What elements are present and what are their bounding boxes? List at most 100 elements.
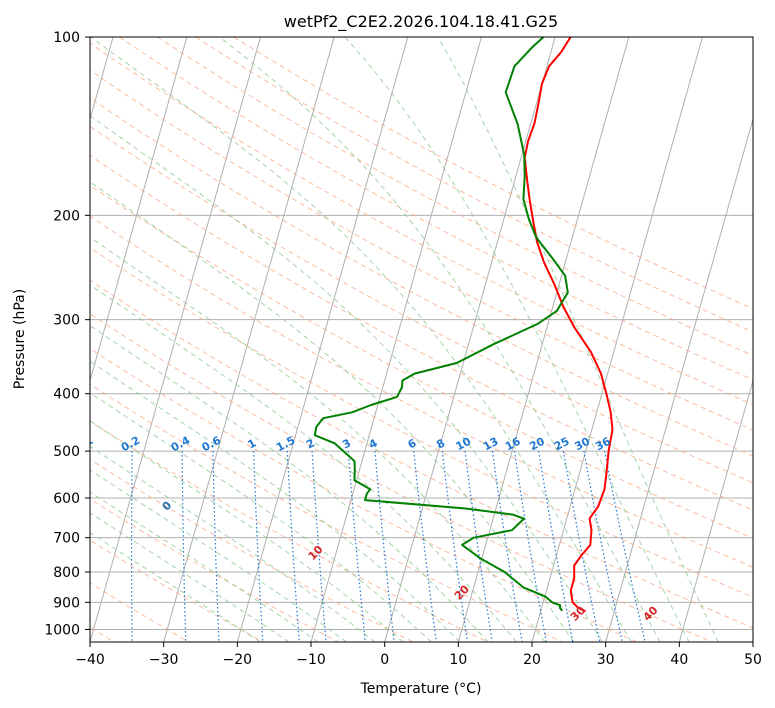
mixing-ratio-line [181, 451, 187, 642]
x-tick-label: 30 [597, 652, 615, 668]
mixing-ratio-line [253, 451, 264, 642]
x-tick-label: −20 [223, 652, 253, 668]
dry-adiabat-label: 10 [306, 543, 326, 563]
mixing-ratio-line [286, 451, 300, 642]
profile-lines [313, 37, 614, 613]
moist-adiabat-line [90, 181, 575, 642]
dry-adiabat-line [90, 184, 753, 539]
dry-adiabat-label: 40 [641, 603, 661, 623]
moist-adiabat-line [90, 236, 546, 642]
mixing-ratio-line [212, 451, 220, 642]
moist-adiabat-line [90, 325, 489, 642]
y-tick-label: 200 [53, 208, 80, 224]
mixing-ratio-label: 0.1 [72, 434, 95, 455]
mixing-ratio-label: 16 [503, 435, 523, 454]
moist-adiabat-line [90, 392, 432, 642]
isotherm-line [531, 37, 703, 642]
dry-adiabat-line [90, 539, 264, 642]
isotherm-line [236, 37, 409, 642]
mixing-ratio-line [347, 451, 366, 642]
mixing-ratio-label: 6 [406, 436, 419, 451]
dry-adiabat-line [90, 69, 753, 431]
dry-adiabat-line [195, 37, 753, 333]
x-tick-label: 50 [744, 652, 762, 668]
dry-adiabat-line [233, 37, 753, 310]
mixing-ratio-line [491, 451, 523, 642]
moist-adiabat-line [219, 37, 661, 642]
dry-adiabat-line [119, 37, 753, 381]
x-tick-label: 10 [449, 652, 467, 668]
isotherm-line [90, 37, 261, 642]
mixing-ratio-line [131, 451, 133, 642]
dewpoint-profile-line [313, 37, 569, 612]
y-tick-label: 300 [53, 313, 80, 329]
dry-adiabat-line [157, 37, 753, 357]
y-tick-label: 1000 [44, 622, 80, 638]
isotherm-line [752, 640, 753, 642]
line-labels: 0.10.20.40.611.52346810131620253036−100−… [1, 434, 661, 624]
dry-adiabat-line [90, 458, 414, 642]
dry-adiabat-line [90, 582, 190, 642]
plot-frame [89, 36, 754, 643]
isotherm-line [163, 37, 335, 642]
dry-adiabat-label: 30 [568, 603, 588, 623]
dry-adiabat-line [90, 279, 753, 629]
mixing-ratio-line [464, 451, 493, 642]
isotherm-line [90, 37, 188, 383]
dry-adiabat-line [90, 215, 753, 568]
y-tick-label: 800 [53, 565, 80, 581]
mixing-ratio-line [311, 451, 327, 642]
mixing-ratio-label: 30 [572, 435, 592, 454]
isotherm-line [605, 117, 753, 642]
mixing-ratio-line [604, 450, 646, 642]
moist-adiabat-line [90, 469, 347, 642]
mixing-ratio-line [583, 450, 623, 642]
dry-adiabat-label: 20 [452, 582, 472, 602]
background-lines [90, 37, 753, 642]
x-tick-label: 20 [523, 652, 541, 668]
dry-adiabat-line [90, 498, 339, 642]
x-tick-label: 40 [670, 652, 688, 668]
dry-adiabat-line [90, 383, 563, 642]
moist-adiabat-line [90, 420, 404, 642]
mixing-ratio-label: 10 [454, 434, 474, 453]
mixing-ratio-line [374, 451, 395, 642]
mixing-ratio-label: 20 [527, 435, 547, 454]
dry-adiabat-line [90, 247, 753, 598]
mixing-ratio-line [413, 451, 437, 642]
mixing-ratio-label: 4 [367, 436, 380, 451]
dry-adiabat-line [90, 154, 753, 511]
dry-adiabat-label: −10 [1, 435, 28, 462]
moist-adiabat-line [90, 445, 376, 642]
y-tick-label: 900 [53, 595, 80, 611]
mixing-ratio-line [513, 451, 547, 642]
isotherm-line [310, 37, 482, 642]
x-tick-label: −40 [75, 652, 105, 668]
chart-title: wetPf2_C2E2.2026.104.18.41.G25 [284, 12, 558, 32]
dry-adiabat-line [90, 313, 712, 642]
isotherm-line [457, 37, 630, 642]
y-tick-label: 500 [53, 444, 80, 460]
axis-ticks: −40 −30 −20 −10 0 10 20 30 40 5010020030040050060… [44, 30, 762, 668]
moist-adiabat-line [344, 37, 690, 642]
mixing-ratio-label: 36 [593, 435, 613, 454]
moist-adiabat-line [90, 360, 461, 642]
dry-adiabat-line [90, 42, 753, 406]
x-tick-label: −10 [296, 652, 326, 668]
x-tick-label: 0 [380, 652, 389, 668]
x-axis-label: Temperature (°C) [360, 681, 482, 697]
y-tick-label: 700 [53, 531, 80, 547]
dry-adiabat-line [90, 97, 753, 457]
dry-adiabat-line [90, 420, 488, 642]
temperature-profile-line [523, 37, 614, 613]
mixing-ratio-label: 25 [552, 435, 572, 454]
mixing-ratio-line [441, 451, 469, 642]
y-tick-label: 400 [53, 387, 80, 403]
moist-adiabat-line [90, 37, 632, 642]
dry-adiabat-line [90, 125, 753, 484]
moist-adiabat-line [90, 115, 603, 642]
moist-adiabat-line [90, 512, 290, 642]
moist-adiabat-line [90, 284, 517, 642]
moist-adiabat-line [437, 37, 719, 642]
